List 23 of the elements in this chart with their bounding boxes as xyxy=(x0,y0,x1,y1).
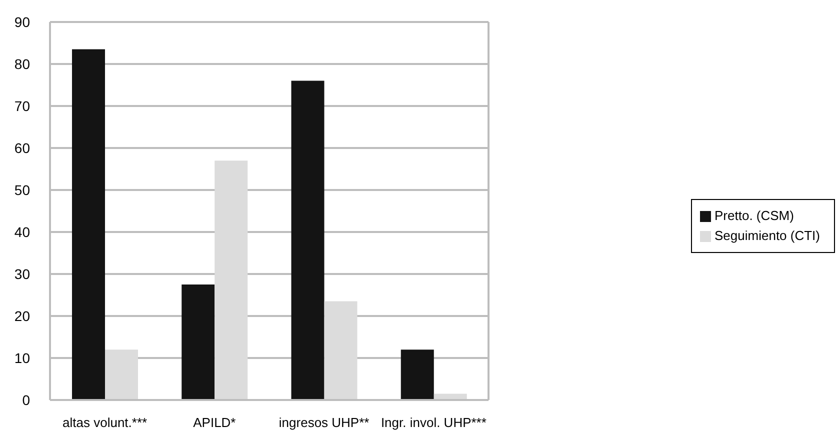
y-tick-label: 80 xyxy=(14,56,30,72)
y-tick-label: 60 xyxy=(14,140,30,156)
y-tick-label: 90 xyxy=(14,14,30,30)
x-tick-label: Ingr. invol. UHP*** xyxy=(380,415,486,430)
bar xyxy=(400,350,434,400)
y-tick-label: 50 xyxy=(14,182,30,198)
bar xyxy=(72,49,105,400)
legend-label: Pretto. (CSM) xyxy=(714,208,794,222)
legend-label: Seguimiento (CTI) xyxy=(714,228,820,242)
y-tick-label: 0 xyxy=(22,392,30,408)
y-tick-label: 70 xyxy=(14,98,30,114)
bar xyxy=(105,350,138,400)
bar xyxy=(291,80,324,400)
bar xyxy=(182,284,215,400)
y-tick-label: 20 xyxy=(14,308,30,324)
x-tick-label: APILD* xyxy=(193,415,236,430)
bar xyxy=(214,160,248,400)
bar xyxy=(324,301,358,400)
x-tick-label: ingresos UHP** xyxy=(278,415,370,430)
y-tick-label: 40 xyxy=(14,224,30,240)
y-tick-label: 10 xyxy=(14,350,30,366)
x-tick-label: altas volunt.*** xyxy=(62,415,148,430)
y-tick-label: 30 xyxy=(14,266,30,282)
